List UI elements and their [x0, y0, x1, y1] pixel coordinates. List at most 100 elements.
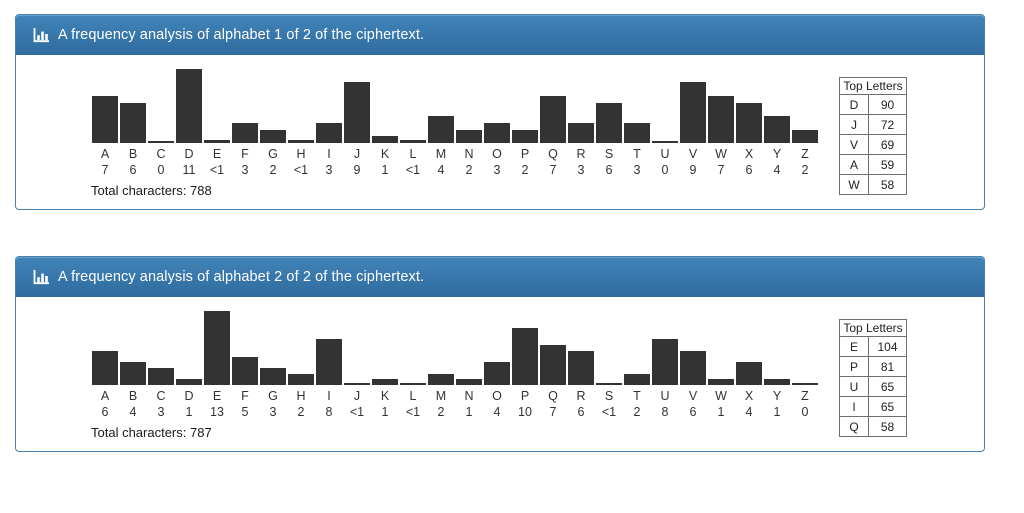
top-letter-count-cell: 81	[868, 356, 907, 377]
bar-slot-C	[147, 141, 175, 143]
bar-slot-J	[343, 383, 371, 385]
freq-bar-N	[456, 130, 482, 143]
percent-label-R: 3	[577, 163, 585, 177]
freq-bar-Y	[764, 379, 790, 385]
bar-slot-K	[371, 379, 399, 385]
percent-label-O: 3	[493, 163, 501, 177]
bar-slot-T	[623, 123, 651, 143]
bar-slot-F	[231, 123, 259, 143]
freq-bar-P	[512, 328, 538, 385]
letter-label-X: X	[744, 147, 754, 161]
bar-slot-B	[119, 362, 147, 385]
letter-label-F: F	[241, 147, 249, 161]
bar-slot-J	[343, 82, 371, 143]
top-letter-row-W: W 58	[839, 174, 907, 195]
percent-label-M: 4	[437, 163, 445, 177]
letter-label-E: E	[212, 389, 222, 403]
percents-row: 7 6 0 11 <1 3 2 <1 3 9 1 <1 4 2 3 2 7 3 6 3 0 9 7 6 4 2	[91, 163, 984, 177]
top-letter-cell: E	[839, 336, 869, 357]
bar-slot-O	[483, 123, 511, 143]
letter-label-G: G	[268, 147, 278, 161]
letter-label-W: W	[715, 147, 727, 161]
bar-slot-C	[147, 368, 175, 385]
freq-bar-W	[708, 379, 734, 385]
percent-label-M: 2	[437, 405, 445, 419]
freq-bar-R	[568, 123, 594, 143]
bar-slot-H	[287, 374, 315, 385]
bar-slot-Q	[539, 345, 567, 385]
bar-slot-Z	[791, 383, 819, 385]
bar-slot-X	[735, 103, 763, 143]
top-letter-cell: V	[839, 134, 869, 155]
percent-label-Q: 7	[549, 163, 557, 177]
percent-label-B: 6	[129, 163, 137, 177]
percent-label-X: 6	[745, 163, 753, 177]
letter-label-V: V	[688, 147, 698, 161]
top-letter-cell: A	[839, 154, 869, 175]
freq-bar-F	[232, 357, 258, 385]
freq-bar-K	[372, 379, 398, 385]
letter-label-N: N	[464, 147, 474, 161]
bar-slot-U	[651, 141, 679, 143]
freq-bar-P	[512, 130, 538, 143]
letter-label-N: N	[464, 389, 474, 403]
freq-bar-X	[736, 103, 762, 143]
freq-bar-B	[120, 103, 146, 143]
percent-label-I: 8	[325, 405, 333, 419]
freq-bar-G	[260, 130, 286, 143]
bar-slot-F	[231, 357, 259, 385]
letter-label-W: W	[715, 389, 727, 403]
percent-label-V: 9	[689, 163, 697, 177]
percent-label-S: 6	[605, 163, 613, 177]
letter-label-I: I	[327, 389, 331, 403]
freq-bar-G	[260, 368, 286, 385]
bar-slot-M	[427, 116, 455, 143]
bar-slot-N	[455, 379, 483, 385]
freq-bar-X	[736, 362, 762, 385]
bar-slot-O	[483, 362, 511, 385]
percent-label-D: 1	[185, 405, 193, 419]
bar-slot-A	[91, 351, 119, 385]
top-letter-row-I: I 65	[839, 396, 907, 417]
percent-label-T: 3	[633, 163, 641, 177]
percent-label-D: 11	[182, 163, 196, 177]
percent-label-F: 5	[241, 405, 249, 419]
freq-bar-M	[428, 116, 454, 143]
letter-label-A: A	[100, 389, 110, 403]
percent-label-J: <1	[349, 405, 365, 419]
top-letter-count-cell: 65	[868, 396, 907, 417]
panels: A frequency analysis of alphabet 1 of 2 …	[15, 14, 1024, 452]
bar-slot-N	[455, 130, 483, 143]
freq-bar-V	[680, 351, 706, 385]
freq-bar-D	[176, 379, 202, 385]
total-characters: Total characters: 788	[91, 183, 212, 198]
percent-label-R: 6	[577, 405, 585, 419]
top-letters-title: Top Letters	[839, 77, 907, 95]
top-letter-row-V: V 69	[839, 134, 907, 155]
top-letters-body: E 104 P 81 U 65 I 65 Q 58	[839, 336, 907, 437]
top-letters-body: D 90 J 72 V 69 A 59 W 58	[839, 94, 907, 195]
top-letter-row-J: J 72	[839, 114, 907, 135]
percent-label-X: 4	[745, 405, 753, 419]
freq-bar-E	[204, 140, 230, 143]
bar-slot-B	[119, 103, 147, 143]
top-letter-count-cell: 69	[868, 134, 907, 155]
freq-bar-L	[400, 383, 426, 385]
freq-bar-D	[176, 69, 202, 143]
top-letter-row-A: A 59	[839, 154, 907, 175]
bar-slot-G	[259, 368, 287, 385]
top-letter-count-cell: 58	[868, 416, 907, 437]
freq-bar-Y	[764, 116, 790, 143]
letter-label-K: K	[380, 389, 390, 403]
letter-label-C: C	[156, 389, 166, 403]
letter-label-U: U	[660, 147, 670, 161]
percent-label-I: 3	[325, 163, 333, 177]
bar-slot-M	[427, 374, 455, 385]
letter-label-X: X	[744, 389, 754, 403]
percent-label-P: 2	[521, 163, 529, 177]
top-letter-row-Q: Q 58	[839, 416, 907, 437]
top-letters: Top Letters E 104 P 81 U 65 I 65 Q 58	[839, 319, 907, 437]
bars-row	[91, 67, 984, 143]
